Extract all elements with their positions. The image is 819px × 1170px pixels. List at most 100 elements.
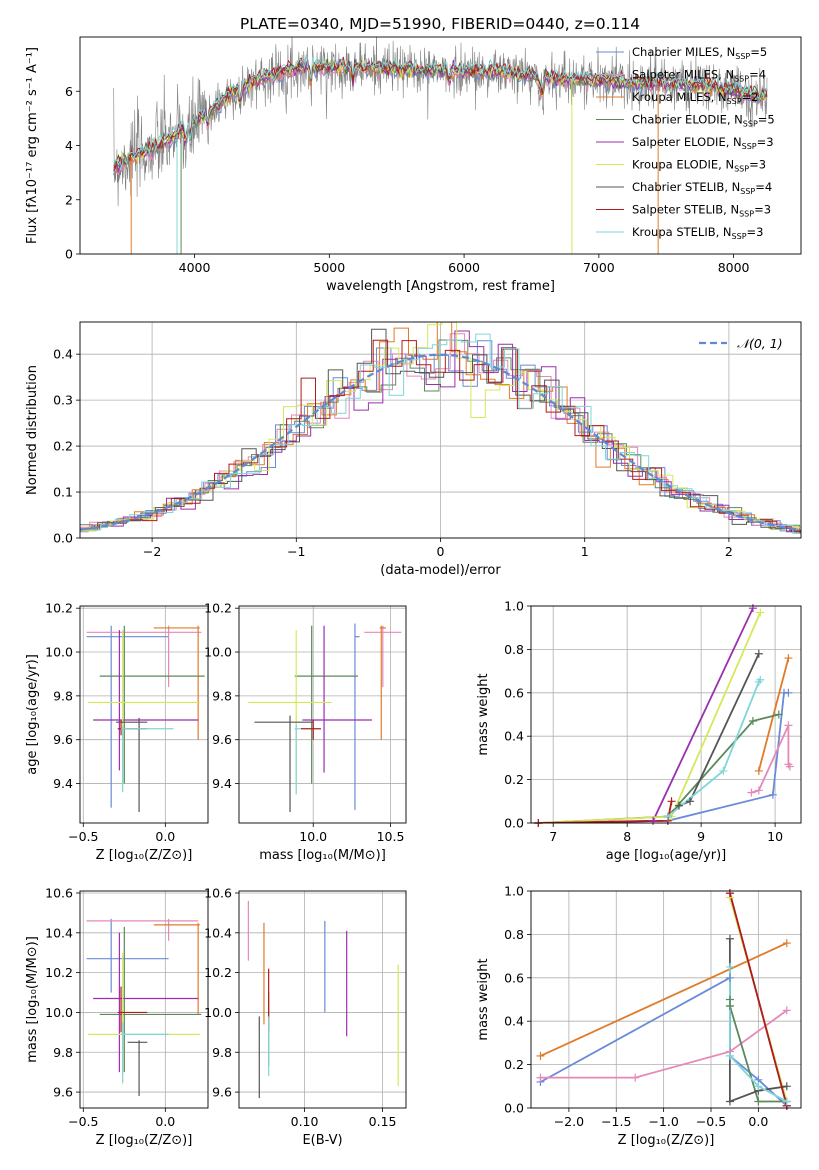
x-tick-label: 8 <box>623 829 631 844</box>
series-line-kroupa_elodie <box>538 612 762 823</box>
panel-mw-age: 7 8 9 10 0.0 0.2 0.4 0.6 0.8 1.0 age [log₁₀(age/yr… <box>476 599 802 863</box>
series-marker-kroupa_stelib <box>754 677 763 686</box>
series-marker-salpeter_miles <box>747 788 756 797</box>
y-tick-label: 9.8 <box>53 688 73 703</box>
plot-area <box>80 322 801 534</box>
y-tick-label: 10.6 <box>45 885 73 900</box>
legend-label-text: Salpeter STELIB, N <box>632 203 739 217</box>
plot-area <box>248 623 402 813</box>
legend-label-n: =5 <box>750 45 767 59</box>
y-tick-label: 10.2 <box>45 965 73 980</box>
x-axis-label: (data-model)/error <box>380 563 501 578</box>
legend-label-kroupa_miles: Kroupa MILES, NSSP=2 <box>632 90 758 106</box>
y-tick-label: 1.0 <box>504 884 524 899</box>
axes-frame <box>530 605 802 824</box>
series-line-chabrier_miles <box>538 691 789 823</box>
x-tick-label: −0.5 <box>696 1114 726 1129</box>
series-marker-chabrier_elodie <box>754 1097 763 1106</box>
legend-label-text: Kroupa ELODIE, N <box>632 158 734 172</box>
series-marker-kroupa_stelib <box>663 812 672 821</box>
legend-label-text: Kroupa STELIB, N <box>632 225 732 239</box>
series-marker-chabrier_miles <box>768 790 777 799</box>
y-tick-label: 0.2 <box>504 772 524 787</box>
x-tick-label: 0 <box>437 544 445 559</box>
plot-area <box>86 918 202 1097</box>
y-tick-label: 0.4 <box>504 1014 524 1029</box>
series-marker-chabrier_stelib <box>782 1082 791 1091</box>
series-marker-kroupa_miles <box>782 939 791 948</box>
y-axis-label: mass weight <box>476 673 491 755</box>
axes-frame <box>238 605 407 824</box>
y-tick-label: 9.8 <box>212 688 232 703</box>
series-marker-chabrier_stelib <box>674 801 683 810</box>
x-tick-label: 8000 <box>718 260 750 275</box>
x-tick-label: −1 <box>287 544 305 559</box>
series-marker-chabrier_elodie <box>725 1002 734 1011</box>
series-marker-salpeter_miles <box>782 1006 791 1015</box>
axes-frame <box>79 36 802 255</box>
y-tick-label: 0.1 <box>53 485 73 500</box>
y-tick-label: 0.0 <box>53 531 73 546</box>
x-axis-label: Z [log₁₀(Z/Z⊙)] <box>96 1133 193 1148</box>
y-tick-label: 0.6 <box>504 685 524 700</box>
x-tick-label: −2.0 <box>554 1114 584 1129</box>
x-tick-label: 6000 <box>448 260 480 275</box>
y-tick-label: 9.6 <box>212 1085 232 1100</box>
x-tick-label: −2 <box>143 544 161 559</box>
x-tick-label: 10 <box>767 829 783 844</box>
series-line-chabrier_elodie <box>538 713 780 823</box>
series-line-kroupa_stelib <box>729 967 788 1103</box>
y-axis-label: Normed distribution <box>25 365 40 495</box>
legend-label-salpeter_miles: Salpeter MILES, NSSP=4 <box>632 68 766 84</box>
y-tick-label: 0.4 <box>504 729 524 744</box>
y-tick-label: 10.4 <box>204 925 232 940</box>
legend-label-sub: SSP <box>734 165 749 174</box>
x-tick-label: 1 <box>581 544 589 559</box>
panel-z-age: −0.5 0.0 9.4 9.6 9.8 10.0 10.2 Z [log₁₀(Z/Z⊙)] a… <box>25 601 209 863</box>
legend-label-salpeter_elodie: Salpeter ELODIE, NSSP=3 <box>632 135 774 151</box>
series-marker-kroupa_stelib <box>782 1097 791 1106</box>
legend-label-n: =3 <box>757 135 774 149</box>
legend-label-salpeter_stelib: Salpeter STELIB, NSSP=3 <box>632 203 771 219</box>
y-tick-label: 9.8 <box>53 1045 73 1060</box>
legend-label-sub: SSP <box>740 187 755 196</box>
y-tick-label: 10.0 <box>204 645 232 660</box>
y-tick-label: 0.6 <box>504 970 524 985</box>
plot-area <box>247 900 399 1099</box>
y-tick-label: 0.8 <box>504 927 524 942</box>
series-marker-chabrier_stelib <box>754 649 763 658</box>
x-tick-label: 0.0 <box>155 1114 175 1129</box>
legend-label-n: =3 <box>754 203 771 217</box>
series-marker-salpeter_miles <box>784 721 793 730</box>
series-marker-chabrier_miles <box>784 688 793 697</box>
x-axis-label: E(B-V) <box>302 1133 342 1148</box>
y-tick-label: 10.2 <box>204 965 232 980</box>
x-tick-label: 7000 <box>583 260 615 275</box>
y-tick-label: 0.8 <box>504 642 524 657</box>
series-marker-kroupa_elodie <box>756 608 765 617</box>
legend-label-sub: SSP <box>735 52 750 61</box>
legend-label-sub: SSP <box>727 97 742 106</box>
series-marker-kroupa_miles <box>536 1051 545 1060</box>
y-tick-label: 0.2 <box>504 1057 524 1072</box>
series-marker-kroupa_stelib <box>725 1051 734 1060</box>
y-tick-label: 10.0 <box>204 1005 232 1020</box>
legend-label-sub: SSP <box>732 232 747 241</box>
series-marker-salpeter_miles <box>631 1073 640 1082</box>
legend-label-text: Salpeter ELODIE, N <box>632 135 742 149</box>
panel-mass-age: 10.0 10.5 9.4 9.6 9.8 10.0 10.2 mass [log₁₀(M/M… <box>204 601 407 863</box>
y-tick-label: 0 <box>65 247 73 262</box>
x-axis-label: mass [log₁₀(M/M⊙)] <box>259 848 386 863</box>
series-marker-kroupa_stelib <box>756 675 765 684</box>
histogram-chabrier_elodie <box>80 339 801 534</box>
legend-label-sub: SSP <box>739 210 754 219</box>
y-tick-label: 9.6 <box>53 1085 73 1100</box>
series-marker-salpeter_stelib <box>667 797 676 806</box>
legend-label-text: Chabrier STELIB, N <box>632 180 740 194</box>
series-line-salpeter_miles <box>751 725 791 794</box>
y-tick-label: 9.8 <box>212 1045 232 1060</box>
x-tick-label: 9 <box>697 829 705 844</box>
series-marker-chabrier_stelib <box>686 797 695 806</box>
x-axis-label: wavelength [Angstrom, rest frame] <box>326 279 555 294</box>
